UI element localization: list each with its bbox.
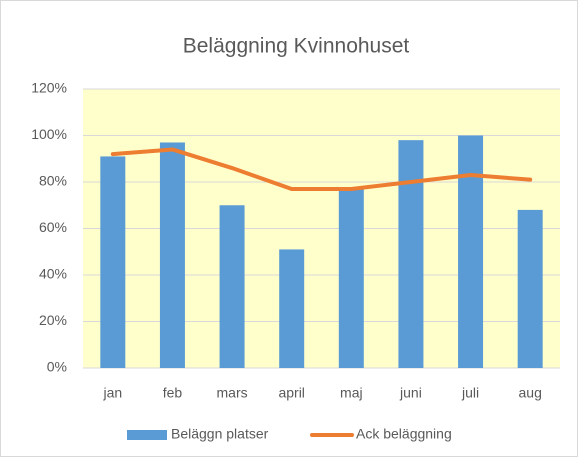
bar [279,249,305,368]
bar [100,156,126,368]
x-tick-label: maj [340,385,363,401]
chart-title: Beläggning Kvinnohuset [183,35,410,58]
y-tick-label: 60% [39,219,67,235]
y-tick-label: 120% [31,80,67,96]
y-tick-label: 20% [39,312,67,328]
y-tick-label: 0% [47,359,67,375]
legend-swatch [127,430,167,440]
x-tick-label: feb [163,385,183,401]
bar [159,142,185,368]
x-tick-label: juni [399,385,422,401]
bar [219,205,245,368]
x-tick-label: april [278,385,304,401]
x-tick-label: juli [461,385,479,401]
legend-label: Beläggn platser [171,426,269,442]
y-tick-label: 40% [39,266,67,282]
line [110,147,533,191]
bar [517,209,543,368]
x-tick-label: aug [519,385,542,401]
x-tick-label: mars [217,385,248,401]
bar [398,140,424,368]
bar [458,135,484,368]
y-tick-label: 100% [31,126,67,142]
legend-label: Ack beläggning [356,426,452,442]
bar [338,188,364,368]
y-tick-label: 80% [39,173,67,189]
x-tick-label: jan [102,385,122,401]
